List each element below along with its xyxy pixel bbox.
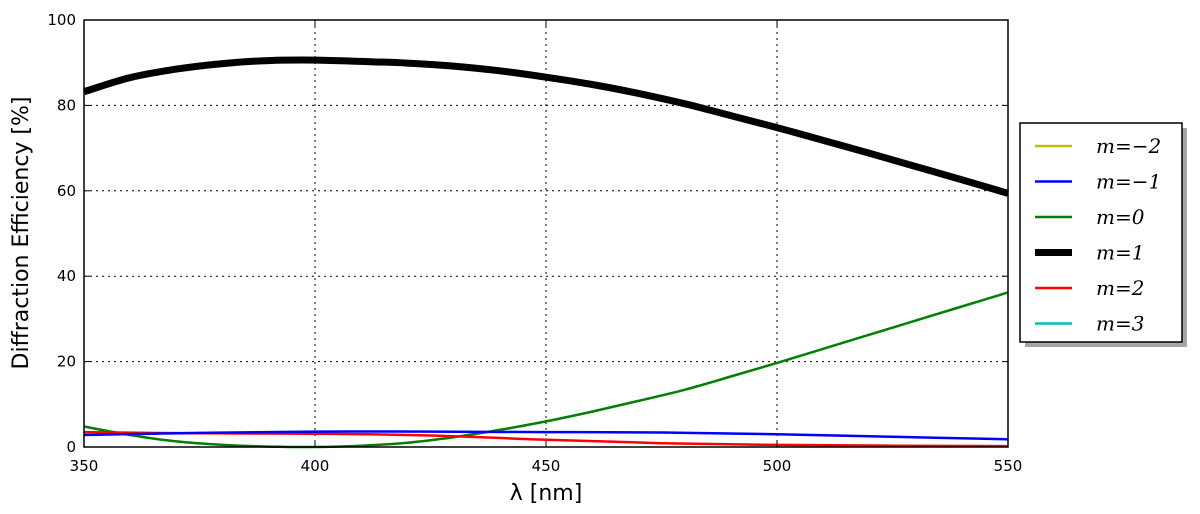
series-lines — [82, 56, 1010, 449]
series-line-1 — [83, 430, 1009, 441]
plot-frame — [83, 19, 1009, 448]
legend-entries: m=−2 m=−1 m=0 m=1 m=2 m=3 — [1035, 134, 1161, 336]
y-tick-label: 100 — [47, 11, 76, 29]
x-axis-title: λ [nm] — [510, 481, 583, 506]
y-tick-label: 40 — [57, 267, 76, 285]
x-tick-label: 500 — [763, 457, 792, 475]
grid-lines — [84, 20, 1008, 447]
legend-label-0: m=−2 — [1096, 134, 1161, 158]
y-axis-title: Diffraction Efficiency [%] — [9, 96, 34, 369]
x-tick-label: 550 — [994, 457, 1023, 475]
legend-label-4: m=2 — [1096, 276, 1144, 300]
axis-ticks: 350 400 450 500 550 0 20 40 60 80 100 — [47, 11, 1022, 475]
legend-box — [1019, 122, 1183, 343]
x-tick-label: 400 — [301, 457, 330, 475]
series-line-2 — [83, 291, 1009, 449]
x-tick-label: 350 — [70, 457, 99, 475]
y-tick-label: 0 — [66, 438, 76, 456]
legend-label-5: m=3 — [1096, 312, 1144, 336]
y-tick-label: 60 — [57, 182, 76, 200]
y-tick-label: 80 — [57, 96, 76, 114]
legend: m=−2 m=−1 m=0 m=1 m=2 m=3 — [1019, 122, 1187, 347]
legend-label-2: m=0 — [1096, 205, 1145, 229]
legend-label-3: m=1 — [1096, 241, 1144, 265]
series-line-3 — [82, 56, 1010, 197]
legend-label-1: m=−1 — [1096, 170, 1161, 194]
x-tick-label: 450 — [532, 457, 561, 475]
y-tick-label: 20 — [57, 353, 76, 371]
